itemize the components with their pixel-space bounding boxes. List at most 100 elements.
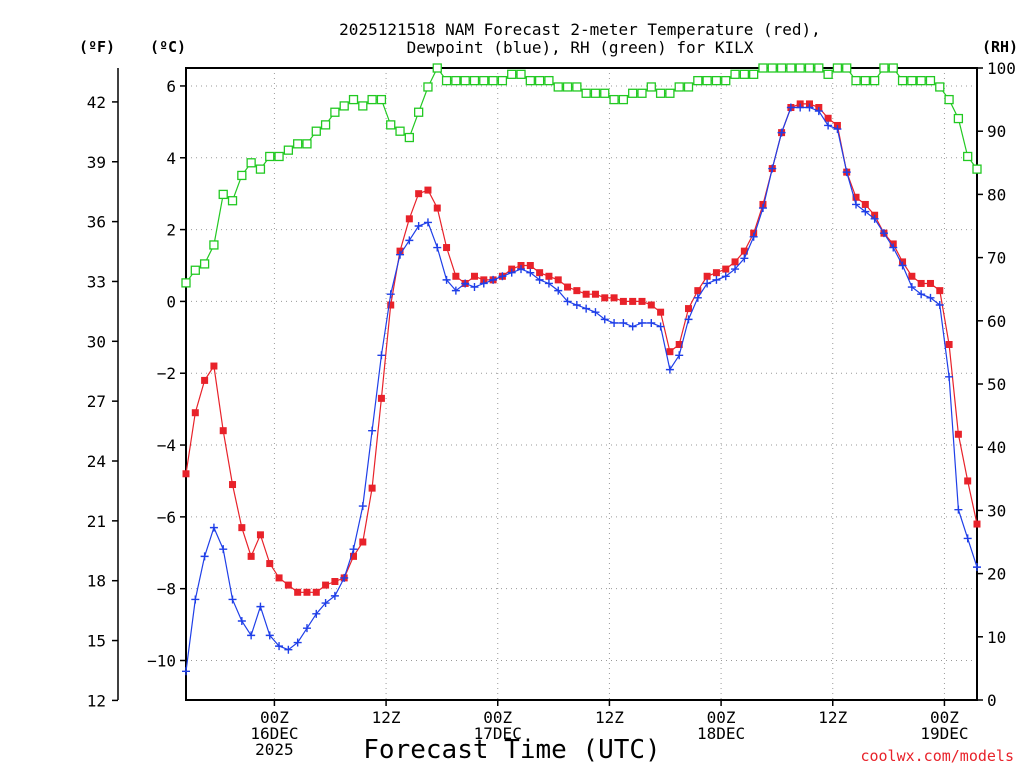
rh-point: [581, 88, 591, 98]
temperature-point: [564, 283, 572, 291]
rh-point: [302, 139, 312, 149]
celsius-tick-label: 0: [166, 292, 176, 311]
rh-point: [758, 63, 768, 73]
rh-tick-label: 50: [987, 375, 1006, 394]
rh-point: [246, 158, 256, 168]
credit-text: coolwx.com/models: [860, 747, 1014, 765]
dewpoint-point: [442, 275, 451, 284]
temperature-point: [443, 244, 451, 252]
rh-point: [525, 75, 535, 86]
temperature-point: [936, 287, 944, 295]
celsius-tick-label: 2: [166, 221, 176, 240]
temperature-point: [722, 265, 730, 273]
rh-point: [600, 88, 610, 98]
dewpoint-point: [330, 591, 339, 600]
rh-point: [879, 63, 889, 73]
rh-point: [488, 75, 498, 86]
temperature-point: [266, 560, 274, 568]
dewpoint-point: [517, 265, 526, 274]
rh-point: [432, 63, 442, 73]
dewpoint-point: [963, 534, 972, 543]
temperature-point: [210, 362, 218, 370]
temperature-point: [554, 276, 562, 284]
dewpoint-point: [470, 283, 479, 292]
rh-point: [516, 69, 526, 79]
temperature-point: [331, 578, 339, 585]
chart-title-line-1: 2025121518 NAM Forecast 2-meter Temperat…: [339, 20, 821, 39]
rh-point: [860, 75, 870, 86]
temperature-point: [405, 215, 413, 223]
rh-point: [404, 132, 414, 143]
rh-point: [888, 63, 898, 73]
dewpoint-point: [945, 372, 954, 381]
dewpoint-point: [209, 523, 218, 532]
dewpoint-point: [852, 200, 861, 209]
fahrenheit-tick-label: 36: [87, 213, 106, 232]
rh-point: [199, 259, 210, 269]
fahrenheit-tick-label: 21: [87, 512, 106, 531]
temperature-point: [610, 294, 618, 302]
rh-point: [367, 94, 377, 105]
rh-point: [534, 75, 545, 86]
rh-point: [637, 88, 647, 98]
dewpoint-point: [396, 250, 405, 259]
dewpoint-point: [824, 121, 833, 130]
celsius-unit-label: (ºC): [150, 38, 186, 56]
temperature-point: [536, 269, 544, 277]
temperature-point: [973, 520, 981, 528]
rh-point: [721, 75, 731, 86]
dewpoint-point: [200, 552, 209, 561]
fahrenheit-tick-label: 18: [87, 572, 106, 591]
temperature-point: [219, 427, 227, 435]
rh-point: [209, 240, 219, 250]
rh-point: [413, 107, 424, 117]
celsius-tick-label: −8: [157, 580, 176, 599]
temperature-point: [238, 524, 246, 532]
temperature-point: [256, 531, 264, 539]
rh-tick-label: 10: [987, 628, 1006, 647]
temperature-point: [201, 376, 209, 384]
dewpoint-point: [228, 595, 237, 604]
rh-point: [451, 75, 461, 86]
temperature-point: [740, 247, 748, 255]
rh-point: [665, 88, 675, 98]
rh-point: [479, 75, 489, 86]
rh-point: [935, 82, 945, 92]
temperature-point: [359, 538, 367, 546]
dewpoint-point: [917, 290, 926, 299]
rh-point: [916, 75, 926, 86]
temperature-point: [247, 552, 255, 560]
x-tick-label: 16DEC: [250, 724, 298, 743]
dewpoint-point: [582, 304, 591, 313]
x-tick-label: 00Z: [930, 708, 959, 727]
celsius-tick-label: −10: [147, 652, 176, 671]
rh-point: [972, 164, 982, 174]
gridlines: [186, 68, 977, 700]
temperature-point: [675, 341, 683, 348]
temperature-point: [964, 477, 972, 485]
dewpoint-point: [796, 103, 805, 112]
rh-point: [730, 69, 740, 79]
dewpoint-point: [675, 351, 684, 360]
dewpoint-point: [805, 103, 814, 112]
rh-point: [497, 75, 508, 86]
dewpoint-point: [219, 545, 228, 554]
dewpoint-point: [786, 103, 795, 112]
dewpoint-point: [237, 617, 246, 625]
dewpoint-point: [349, 545, 358, 554]
temperature-point: [657, 308, 665, 316]
temperature-point: [377, 394, 385, 402]
temperature-point: [861, 200, 869, 208]
rh-point: [776, 63, 787, 73]
temperature-line: [185, 103, 978, 593]
rh-tick-label: 70: [987, 249, 1006, 268]
dewpoint-point: [414, 222, 423, 230]
rh-point: [190, 265, 200, 275]
dewpoint-point: [479, 279, 488, 288]
temperature-point: [470, 272, 478, 280]
rh-point: [293, 139, 303, 149]
x-tick-label: 12Z: [595, 708, 624, 727]
rh-point: [618, 94, 629, 105]
rh-point: [786, 63, 796, 73]
rh-point: [311, 126, 321, 136]
